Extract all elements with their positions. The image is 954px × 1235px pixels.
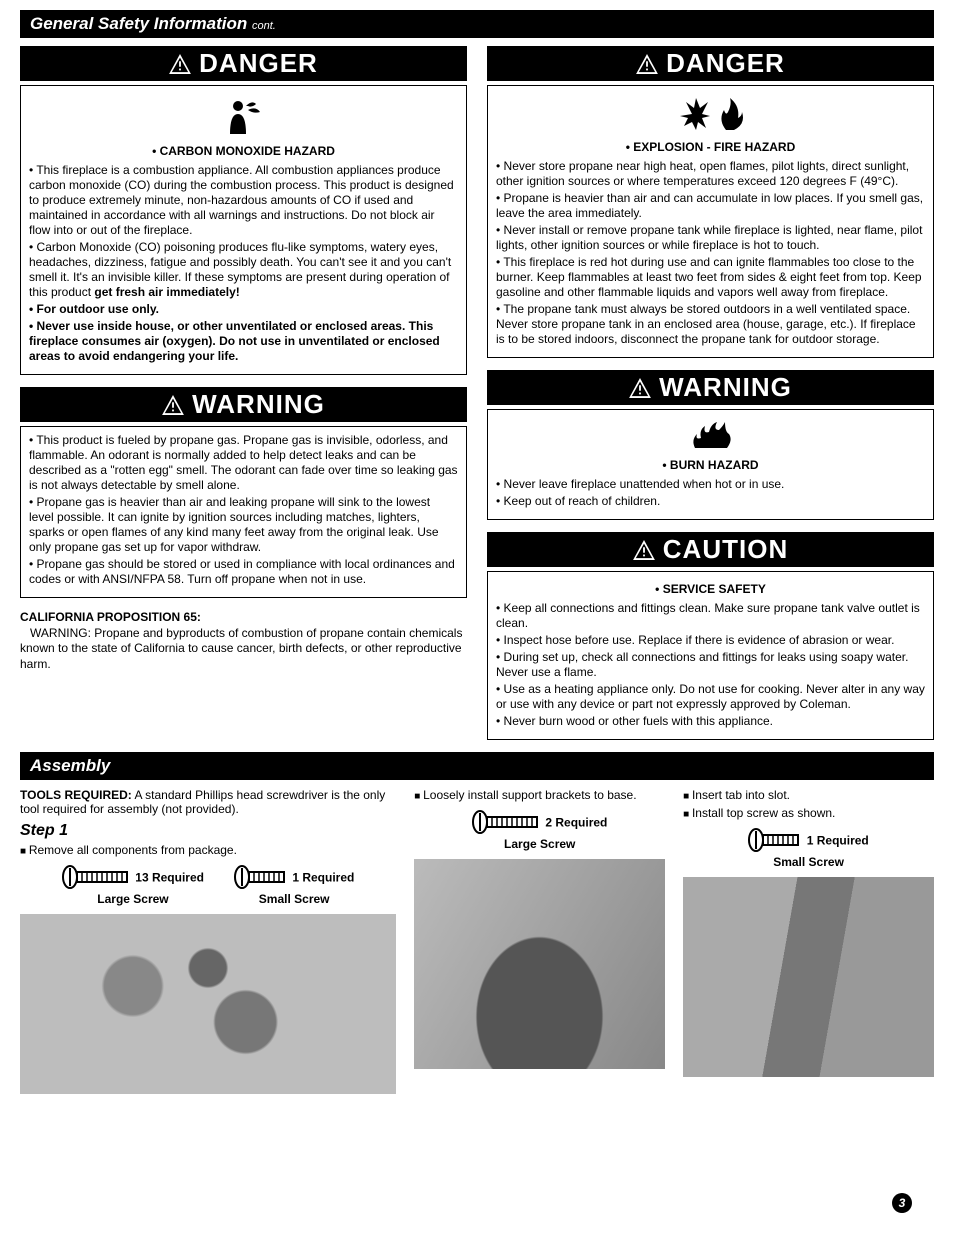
co-hazard-icon xyxy=(29,96,458,140)
explosion-fire-icon xyxy=(496,96,925,136)
tools-label: TOOLS REQUIRED: xyxy=(20,788,132,802)
c3-screws: 1 Required Small Screw xyxy=(683,828,934,869)
danger2-p5: • The propane tank must always be stored… xyxy=(496,302,925,347)
large-screw-lbl: Large Screw xyxy=(97,892,168,906)
caution-p1: • Keep all connections and fittings clea… xyxy=(496,601,925,631)
danger1-hazard-title: • CARBON MONOXIDE HAZARD xyxy=(29,144,458,159)
c3-screw-lbl: Small Screw xyxy=(773,855,844,869)
assembly-col-1: TOOLS REQUIRED: A standard Phillips head… xyxy=(20,788,396,1094)
danger1-p4: • Never use inside house, or other unven… xyxy=(29,319,458,364)
danger1-p2: • Carbon Monoxide (CO) poisoning produce… xyxy=(29,240,458,300)
small-screw-lbl: Small Screw xyxy=(259,892,330,906)
caution-p5: • Never burn wood or other fuels with th… xyxy=(496,714,925,729)
assembly-title: Assembly xyxy=(30,756,110,775)
caution-p3: • During set up, check all connections a… xyxy=(496,650,925,680)
small-screw-1: 1 Required Small Screw xyxy=(234,865,354,906)
header-cont: cont. xyxy=(252,20,276,32)
step1-screws: 13 Required Large Screw 1 Required Small… xyxy=(20,865,396,906)
danger2-box: • EXPLOSION - FIRE HAZARD • Never store … xyxy=(487,85,934,358)
warning2-hazard-title: • BURN HAZARD xyxy=(496,458,925,473)
caution-p2: • Inspect hose before use. Replace if th… xyxy=(496,633,925,648)
c2-bullet1: Loosely install support brackets to base… xyxy=(414,788,665,802)
components-photo xyxy=(20,914,396,1094)
danger2-hazard-title: • EXPLOSION - FIRE HAZARD xyxy=(496,140,925,155)
caution-word: CAUTION xyxy=(663,534,788,565)
top-screw-photo xyxy=(683,877,934,1077)
c2-screw-qty: 2 Required xyxy=(545,816,607,830)
c2-screw-lbl: Large Screw xyxy=(504,837,575,851)
danger1-banner: DANGER xyxy=(20,46,467,81)
prop65-body: WARNING: Propane and byproducts of combu… xyxy=(20,626,462,671)
warning2-word: WARNING xyxy=(659,372,792,403)
caution-p4: • Use as a heating appliance only. Do no… xyxy=(496,682,925,712)
warning1-box: • This product is fueled by propane gas.… xyxy=(20,426,467,598)
c3-bullet1: Insert tab into slot. xyxy=(683,788,934,802)
page-number: 3 xyxy=(892,1193,912,1213)
danger1-p1: • This fireplace is a combustion applian… xyxy=(29,163,458,238)
large-screw-13: 13 Required Large Screw xyxy=(62,865,204,906)
screw-icon xyxy=(62,865,132,892)
c3-screw-qty: 1 Required xyxy=(807,834,869,848)
danger1-word: DANGER xyxy=(199,48,318,79)
large-screw-2: 2 Required Large Screw xyxy=(472,810,607,851)
danger1-box: • CARBON MONOXIDE HAZARD • This fireplac… xyxy=(20,85,467,375)
danger2-word: DANGER xyxy=(666,48,785,79)
warning2-banner: WARNING xyxy=(487,370,934,405)
caution-banner: CAUTION xyxy=(487,532,934,567)
assembly-col-2: Loosely install support brackets to base… xyxy=(414,788,665,1094)
danger2-p1: • Never store propane near high heat, op… xyxy=(496,159,925,189)
small-screw-qty: 1 Required xyxy=(292,871,354,885)
danger1-p3: • For outdoor use only. xyxy=(29,302,458,317)
warning2-box: • BURN HAZARD • Never leave fireplace un… xyxy=(487,409,934,520)
screw-icon xyxy=(472,810,542,837)
alert-triangle-icon xyxy=(636,54,658,74)
danger2-p4: • This fireplace is red hot during use a… xyxy=(496,255,925,300)
caution-hazard-title: • SERVICE SAFETY xyxy=(496,582,925,597)
danger1-p2b: get fresh air immediately! xyxy=(94,285,239,299)
c3-bullet2: Install top screw as shown. xyxy=(683,806,934,820)
step1-bullet1: Remove all components from package. xyxy=(20,843,396,857)
warning2-p1: • Never leave fireplace unattended when … xyxy=(496,477,925,492)
danger1-p2a: • Carbon Monoxide (CO) poisoning produce… xyxy=(29,240,451,299)
alert-triangle-icon xyxy=(633,540,655,560)
assembly-col-3: Insert tab into slot. Install top screw … xyxy=(683,788,934,1094)
warning1-p3: • Propane gas should be stored or used i… xyxy=(29,557,458,587)
warning1-word: WARNING xyxy=(192,389,325,420)
screw-icon xyxy=(748,828,803,855)
warning2-p2: • Keep out of reach of children. xyxy=(496,494,925,509)
header-title: General Safety Information xyxy=(30,14,247,33)
danger2-p3: • Never install or remove propane tank w… xyxy=(496,223,925,253)
c2-screws: 2 Required Large Screw xyxy=(414,810,665,851)
burn-hazard-icon xyxy=(496,420,925,454)
alert-triangle-icon xyxy=(162,395,184,415)
prop65-block: CALIFORNIA PROPOSITION 65: WARNING: Prop… xyxy=(20,610,467,672)
tools-line: TOOLS REQUIRED: A standard Phillips head… xyxy=(20,788,396,816)
alert-triangle-icon xyxy=(629,378,651,398)
danger2-p2: • Propane is heavier than air and can ac… xyxy=(496,191,925,221)
caution-box: • SERVICE SAFETY • Keep all connections … xyxy=(487,571,934,740)
screw-icon xyxy=(234,865,289,892)
warning1-p2: • Propane gas is heavier than air and le… xyxy=(29,495,458,555)
safety-columns: DANGER • CARBON MONOXIDE HAZARD • This f… xyxy=(20,46,934,752)
assembly-bar: Assembly xyxy=(20,752,934,780)
warning1-p1: • This product is fueled by propane gas.… xyxy=(29,433,458,493)
prop65-title: CALIFORNIA PROPOSITION 65: xyxy=(20,610,201,624)
step1-title: Step 1 xyxy=(20,822,396,840)
small-screw-1b: 1 Required Small Screw xyxy=(748,828,868,869)
left-column: DANGER • CARBON MONOXIDE HAZARD • This f… xyxy=(20,46,467,752)
right-column: DANGER • EXPLOSION - FIRE HAZARD • Never… xyxy=(487,46,934,752)
warning1-banner: WARNING xyxy=(20,387,467,422)
assembly-columns: TOOLS REQUIRED: A standard Phillips head… xyxy=(20,788,934,1094)
danger2-banner: DANGER xyxy=(487,46,934,81)
large-screw-qty: 13 Required xyxy=(135,871,204,885)
bracket-photo xyxy=(414,859,665,1069)
alert-triangle-icon xyxy=(169,54,191,74)
header-bar: General Safety Information cont. xyxy=(20,10,934,38)
